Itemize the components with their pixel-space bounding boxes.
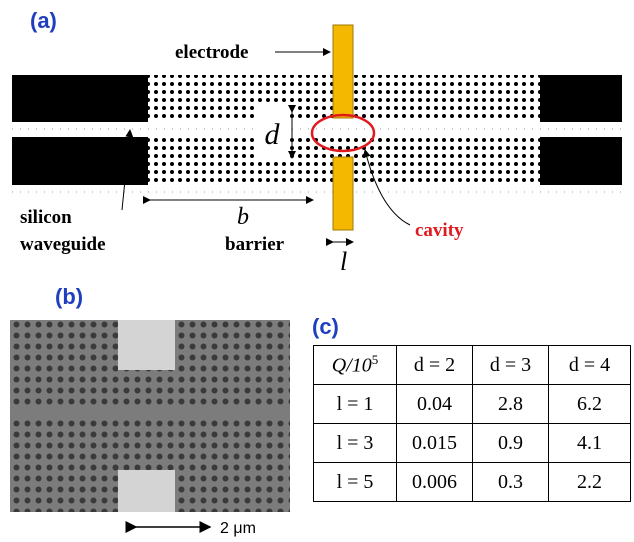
silicon-label: silicon: [20, 207, 72, 228]
header-row: Q/105 d = 2 d = 3 d = 4: [314, 346, 631, 385]
table-cell: l = 5: [314, 463, 397, 502]
electrode: [333, 25, 353, 118]
header-exp: 5: [372, 352, 379, 367]
waveguide-block: [540, 137, 622, 185]
scale-label: 2 μm: [220, 520, 256, 537]
table-cell: 0.04: [397, 385, 473, 424]
table-cell: 0.9: [473, 424, 549, 463]
electrode: [333, 157, 353, 230]
cavity-label: cavity: [415, 220, 464, 241]
waveguide-label: waveguide: [20, 234, 106, 255]
header-cell: Q/105: [314, 346, 397, 385]
table-cell: 4.1: [549, 424, 631, 463]
panel-label: (b): [55, 284, 83, 309]
header-cell: d = 2: [397, 346, 473, 385]
electrode-label: electrode: [175, 42, 249, 63]
barrier-label: barrier: [225, 234, 285, 255]
table-cell: 0.015: [397, 424, 473, 463]
header-cell: d = 4: [549, 346, 631, 385]
waveguide-block: [12, 137, 148, 185]
d-label: d: [265, 118, 281, 151]
waveguide-channel: [148, 122, 540, 137]
header-text: Q/10: [332, 355, 372, 377]
table-cell: 6.2: [549, 385, 631, 424]
waveguide-block: [12, 75, 148, 122]
waveguide-block: [540, 75, 622, 122]
header-cell: d = 3: [473, 346, 549, 385]
page: (a) d electrode silicon waveguide b barr…: [0, 0, 634, 542]
table-cell: 2.2: [549, 463, 631, 502]
panel-label: (a): [30, 8, 57, 33]
sem-waveguide: [10, 408, 290, 418]
panel-label: (c): [312, 314, 339, 339]
table-cell: 0.3: [473, 463, 549, 502]
table-cell: 2.8: [473, 385, 549, 424]
b-label: b: [237, 204, 249, 230]
sem-electrode: [118, 320, 175, 370]
table-cell: 0.006: [397, 463, 473, 502]
l-label: l: [340, 247, 347, 276]
table-cell: l = 1: [314, 385, 397, 424]
sem-electrode: [118, 470, 175, 512]
table-cell: l = 3: [314, 424, 397, 463]
